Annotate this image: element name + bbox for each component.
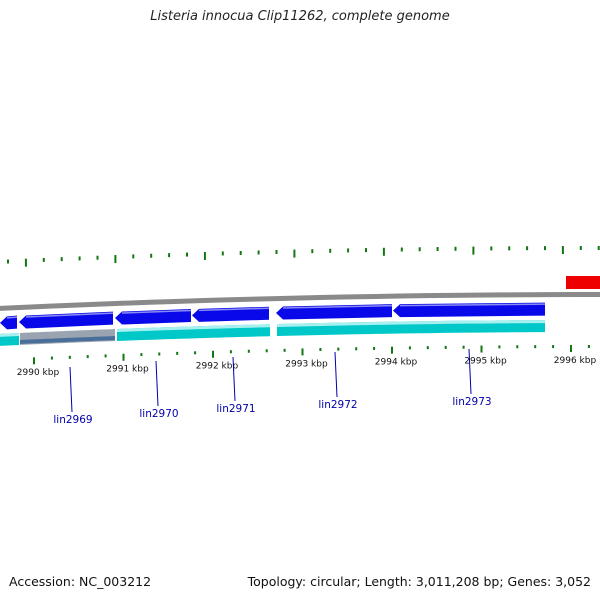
gene-label-lin2969: lin2969 (53, 366, 93, 426)
forward-cds (19, 311, 114, 329)
gene-label-text: lin2972 (318, 399, 357, 411)
genome-title: Listeria innocua Clip11262, complete gen… (150, 9, 450, 24)
axis-label: 2992 kbp (196, 362, 239, 372)
axis-label: 2995 kbp (464, 357, 507, 367)
axis-label: 2991 kbp (106, 365, 149, 375)
axis-label: 2990 kbp (17, 368, 60, 378)
forward-cds (192, 306, 270, 322)
gc-ticks-outer (7, 246, 600, 267)
gene-label-text: lin2969 (53, 414, 92, 426)
forward-cds (0, 315, 18, 330)
backbone-track (0, 292, 600, 311)
gene-label-text: lin2971 (216, 403, 255, 415)
gene-label-lin2973: lin2973 (452, 348, 492, 408)
kbp-axis: 2990 kbp 2991 kbp 2992 kbp 2993 kbp 2994 kbp… (17, 356, 597, 378)
rna-track (566, 276, 600, 290)
reverse-cds-highlight (117, 324, 270, 332)
accession-text: Accession: NC_003212 (9, 574, 152, 589)
forward-cds (115, 308, 192, 325)
reverse-cds-highlight (277, 320, 545, 328)
gene-label-lin2971: lin2971 (216, 356, 256, 415)
gene-label-text: lin2970 (139, 408, 178, 420)
pseudo-gene-shade (20, 336, 115, 344)
gene-label-lin2970: lin2970 (139, 360, 179, 420)
reverse-cds-highlight (0, 332, 19, 337)
reverse-strand-track (0, 320, 545, 346)
gene-label-lin2972: lin2972 (318, 351, 358, 411)
axis-label: 2993 kbp (285, 359, 328, 369)
gene-label-text: lin2973 (452, 396, 491, 408)
axis-label: 2994 kbp (375, 358, 418, 368)
gene-labels: lin2969 lin2970 lin2971 lin2972 lin2973 (53, 348, 492, 426)
forward-cds (276, 304, 393, 320)
axis-label: 2996 kbp (554, 356, 597, 366)
forward-cds (393, 302, 546, 318)
forward-strand-track (0, 302, 546, 330)
rna-feature (566, 276, 600, 290)
backbone-band (0, 292, 600, 311)
genome-stats-text: Topology: circular; Length: 3,011,208 bp… (247, 574, 591, 589)
gc-ticks-inner (33, 345, 590, 365)
